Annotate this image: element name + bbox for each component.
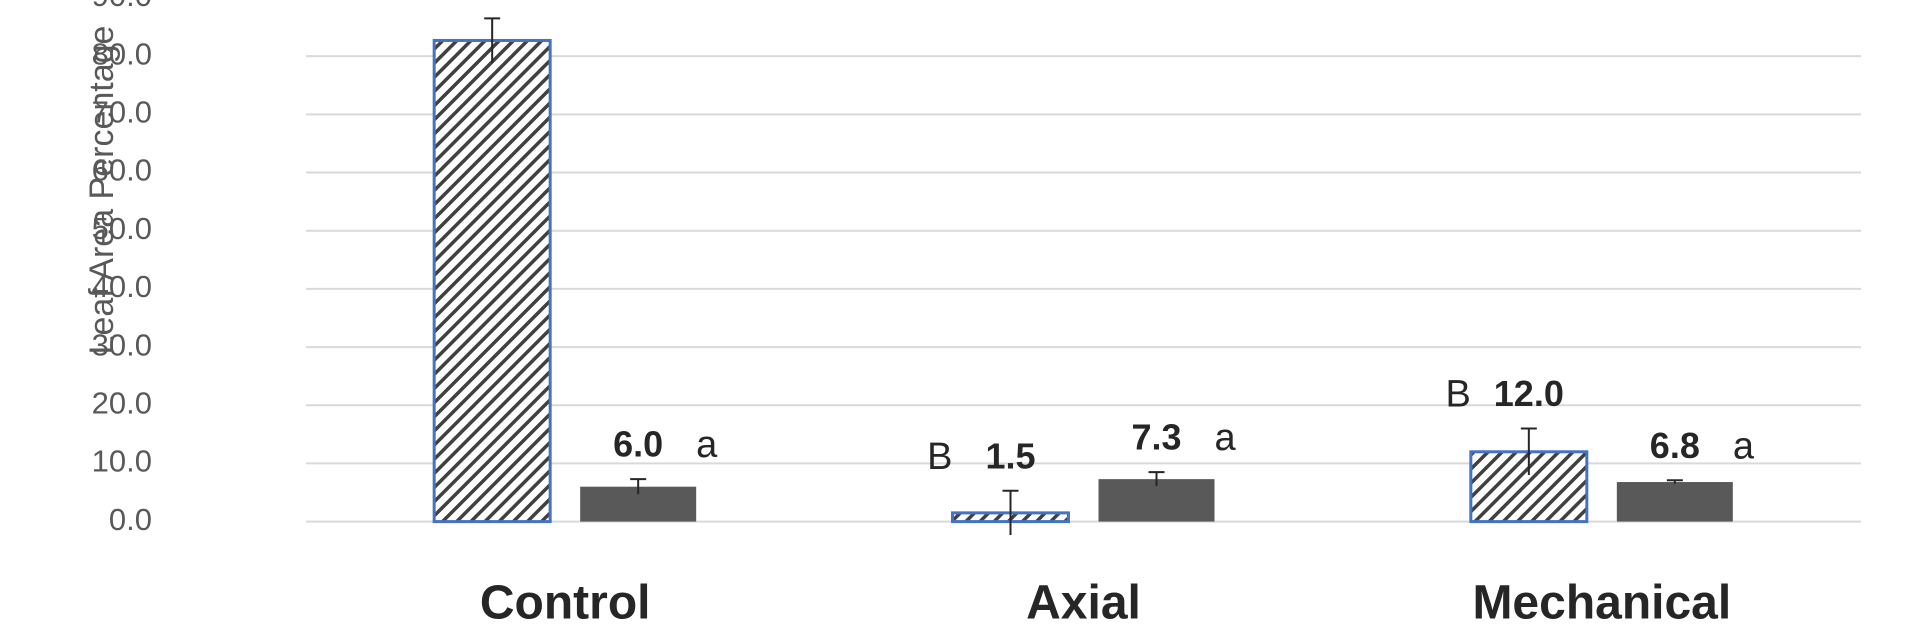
error-bar xyxy=(630,478,647,495)
y-axis-title: Leaf Area Percentage xyxy=(83,26,121,355)
x-tick-label: Control xyxy=(480,577,651,630)
value-label: 7.3 xyxy=(1131,417,1181,458)
y-tick-label: 80.0 xyxy=(92,36,152,71)
error-bar xyxy=(1520,427,1537,476)
value-label: 6.8 xyxy=(1650,425,1700,466)
significance-letter: A xyxy=(550,0,576,5)
y-tick-label: 70.0 xyxy=(92,95,152,130)
y-tick-label: 60.0 xyxy=(92,153,152,188)
y-tick-label: 0.0 xyxy=(109,502,152,537)
y-tick-label: 50.0 xyxy=(92,211,152,246)
significance-letter: B xyxy=(927,436,952,478)
y-tick-label: 90.0 xyxy=(92,0,152,13)
value-label: 82.7 xyxy=(457,0,527,4)
x-tick-label: Mechanical xyxy=(1472,577,1731,630)
significance-letter: a xyxy=(1215,417,1237,459)
error-bar xyxy=(484,17,501,63)
bar xyxy=(1616,482,1733,522)
y-tick-label: 20.0 xyxy=(92,385,152,420)
error-bar xyxy=(1666,479,1683,484)
value-label: 6.0 xyxy=(613,424,663,465)
bar xyxy=(1098,479,1215,522)
significance-letter: B xyxy=(1445,374,1470,416)
bar xyxy=(1469,450,1589,524)
significance-letter: a xyxy=(696,424,718,466)
x-tick-label: Axial xyxy=(1026,577,1141,630)
error-bar xyxy=(1148,471,1165,487)
y-tick-label: 30.0 xyxy=(92,327,152,362)
y-tick-label: 10.0 xyxy=(92,444,152,479)
value-label: 12.0 xyxy=(1494,373,1564,414)
bar xyxy=(432,38,552,524)
error-bar xyxy=(1002,489,1019,535)
significance-letter: a xyxy=(1733,425,1755,467)
y-tick-label: 40.0 xyxy=(92,269,152,304)
value-label: 1.5 xyxy=(985,435,1035,476)
